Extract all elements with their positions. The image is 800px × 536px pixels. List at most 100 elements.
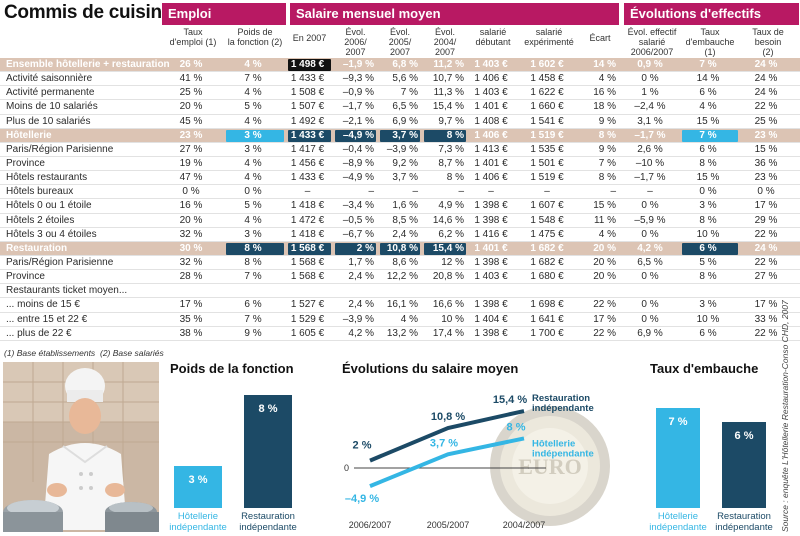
table-cell: 24 %	[754, 87, 778, 99]
bar-category-label: Hôtellerie indépendante	[169, 511, 227, 533]
table-cell: 22 %	[754, 327, 778, 339]
table-cell: –	[544, 186, 550, 198]
highlight-box	[682, 129, 738, 142]
column-header: Évol. 2004/ 2007	[433, 27, 457, 57]
table-cell: 2,4 %	[348, 299, 374, 311]
table-cell: 1 %	[641, 87, 659, 99]
table-cell: 8 %	[699, 157, 717, 169]
table-cell: 14 %	[593, 59, 616, 70]
note-base-salaries: (2) Base salariés	[100, 348, 164, 358]
table-cell: 5 %	[699, 256, 717, 268]
bar	[722, 422, 766, 508]
highlight-box	[682, 242, 738, 255]
table-cell: 13,2 %	[386, 327, 418, 339]
row-separator	[0, 254, 800, 256]
table-cell: 4 %	[598, 73, 616, 85]
table-cell: 1 568 €	[290, 242, 325, 254]
bar	[174, 466, 222, 508]
table-cell: 1 404 €	[474, 313, 508, 325]
table-cell: 3 %	[699, 200, 717, 212]
table-cell: 35 %	[179, 313, 203, 325]
table-cell: 8 %	[699, 214, 717, 226]
table-cell: 7,3 %	[438, 143, 464, 155]
table-cell	[286, 284, 329, 298]
x-tick-label: 2006/2007	[349, 520, 392, 530]
table-cell: 38 %	[179, 327, 203, 339]
table-cell: –1,7 %	[342, 101, 374, 113]
table-section-row: Hôtellerie 23 % 3 % 1 433 € –4,9 % 3,7 % 8 % 1 …	[0, 128, 800, 143]
euro-coin-illustration: EURO	[490, 406, 610, 526]
table-cell: 1 398 €	[474, 256, 508, 268]
table-cell: 20 %	[593, 271, 616, 283]
row-separator	[0, 311, 800, 313]
table-row: ... moins de 15 € 17 % 6 % 1 527 € 2,4 % 16,1…	[0, 298, 800, 313]
table-cell: 1 568 €	[290, 271, 325, 283]
column-header: Taux d'emploi (1)	[169, 27, 217, 47]
table-row: Paris/Région Parisienne 32 % 8 % 1 568 € 1,7…	[0, 256, 800, 271]
series-line	[369, 409, 525, 463]
table-cell: –	[610, 186, 616, 198]
table-cell: 23 %	[179, 129, 203, 141]
table-cell: 4,9 %	[438, 200, 464, 212]
table-cell: 1 700 €	[530, 327, 564, 339]
table-cell: 41 %	[179, 73, 203, 85]
table-row: ... entre 15 et 22 € 35 % 7 % 1 529 € –3,9 %…	[0, 313, 800, 327]
table-cell: 9 %	[598, 143, 616, 155]
column-header: Évol. 2005/ 2007	[388, 27, 412, 57]
data-table: Ensemble hôtellerie + restauration 26 % 4 …	[0, 58, 800, 341]
table-cell: 11,3 %	[433, 87, 464, 99]
data-label: 15,4 %	[493, 394, 527, 406]
row-label: Hôtels 3 ou 4 étoiles	[6, 228, 97, 240]
table-cell: 15 %	[754, 143, 778, 155]
highlight-box	[288, 242, 331, 255]
table-cell: 1 401 €	[474, 157, 508, 169]
table-row: Plus de 10 salariés 45 % 4 % 1 492 € –2,1 % 6…	[0, 115, 800, 129]
page-title: Commis de cuisine	[4, 2, 173, 23]
row-label: Restauration	[6, 242, 68, 254]
column-header: salarié expérimenté	[524, 27, 574, 47]
table-cell: 5 %	[244, 101, 262, 113]
table-cell: –4,9 %	[342, 129, 374, 141]
table-cell: 27 %	[754, 271, 778, 283]
table-cell: 6,2 %	[438, 228, 464, 240]
bar	[244, 395, 292, 508]
table-cell: 6 %	[699, 87, 717, 99]
bar-value-label: 6 %	[734, 430, 754, 442]
table-cell: –	[368, 186, 374, 198]
row-separator	[0, 240, 800, 242]
highlight-box	[288, 129, 331, 142]
table-cell: 47 %	[179, 172, 203, 184]
table-cell: 6 %	[699, 327, 717, 339]
table-cell	[162, 284, 220, 298]
table-cell: 1 398 €	[474, 200, 508, 212]
table-cell: –5,9 %	[634, 214, 666, 226]
table-cell	[580, 284, 616, 298]
zero-axis-label: 0	[344, 463, 349, 473]
table-cell: 6,9 %	[392, 115, 418, 127]
table-cell: –	[458, 186, 464, 198]
table-cell: 1 433 €	[290, 172, 325, 184]
table-cell: 0 %	[641, 228, 659, 240]
table-cell: 10 %	[696, 313, 720, 325]
table-cell: 3 %	[699, 299, 717, 311]
highlight-box	[380, 242, 420, 255]
table-cell: 8 %	[598, 129, 616, 141]
table-cell: 3 %	[244, 143, 262, 155]
note-base-etablissements: (1) Base établissements	[4, 348, 96, 358]
row-label: Paris/Région Parisienne	[6, 143, 114, 155]
column-header: Taux de besoin (2)	[752, 27, 784, 57]
table-cell: 11 %	[593, 214, 616, 226]
table-cell: 24 %	[754, 73, 778, 85]
table-cell: 4 %	[699, 101, 717, 113]
table-cell: –	[647, 186, 653, 198]
table-cell: 0,9 %	[637, 59, 663, 70]
table-cell: 17,4 %	[432, 327, 464, 339]
table-cell: 20 %	[179, 214, 203, 226]
table-cell	[468, 284, 514, 298]
row-separator	[0, 127, 800, 129]
table-cell: 22 %	[754, 256, 778, 268]
table-cell: 4 %	[244, 157, 262, 169]
row-separator	[0, 325, 800, 327]
highlight-box	[226, 129, 284, 142]
row-label: Province	[6, 271, 45, 283]
